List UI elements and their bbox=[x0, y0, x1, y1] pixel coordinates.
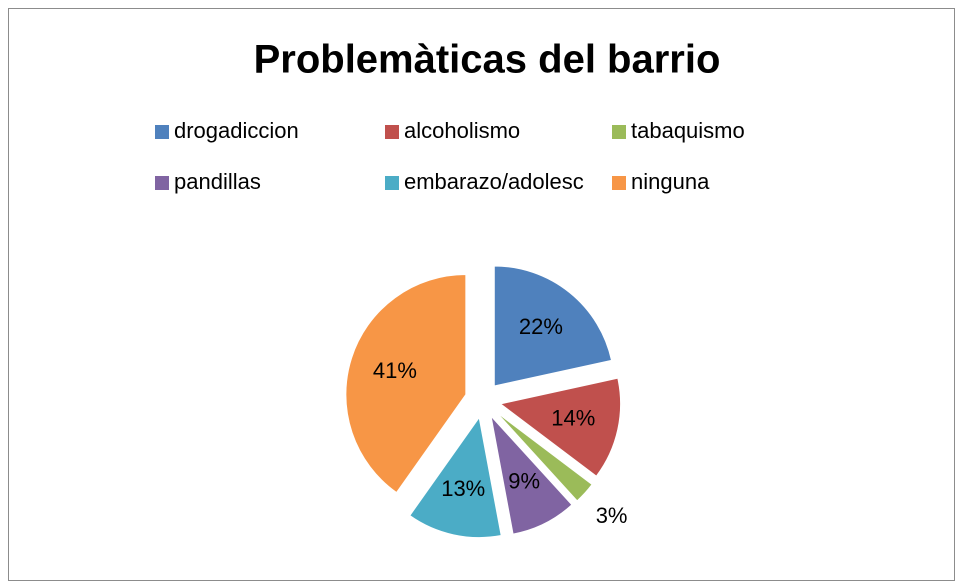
legend-swatch bbox=[385, 176, 399, 190]
chart-title: Problemàticas del barrio bbox=[254, 38, 721, 82]
legend-swatch bbox=[385, 125, 399, 139]
data-label: 14% bbox=[551, 406, 595, 431]
data-label: 13% bbox=[441, 476, 485, 501]
data-label: 41% bbox=[373, 358, 417, 383]
legend-swatch bbox=[155, 125, 169, 139]
pie-slice bbox=[493, 265, 613, 387]
data-label: 3% bbox=[596, 503, 628, 528]
legend-swatch bbox=[612, 176, 626, 190]
legend-label: drogadiccion bbox=[174, 118, 299, 143]
pie-slice bbox=[409, 416, 502, 539]
legend-label: embarazo/adolesc bbox=[404, 169, 584, 194]
legend-swatch bbox=[155, 176, 169, 190]
pie-slice bbox=[490, 414, 573, 535]
pie-slice bbox=[499, 377, 622, 477]
legend-swatch bbox=[612, 125, 626, 139]
pie-slice bbox=[495, 411, 593, 502]
legend-label: pandillas bbox=[174, 169, 261, 194]
legend-label: ninguna bbox=[631, 169, 710, 194]
data-label: 22% bbox=[519, 314, 563, 339]
data-label: 9% bbox=[508, 469, 540, 494]
legend-label: tabaquismo bbox=[631, 118, 745, 143]
legend-label: alcoholismo bbox=[404, 118, 520, 143]
pie-slice bbox=[345, 274, 467, 494]
